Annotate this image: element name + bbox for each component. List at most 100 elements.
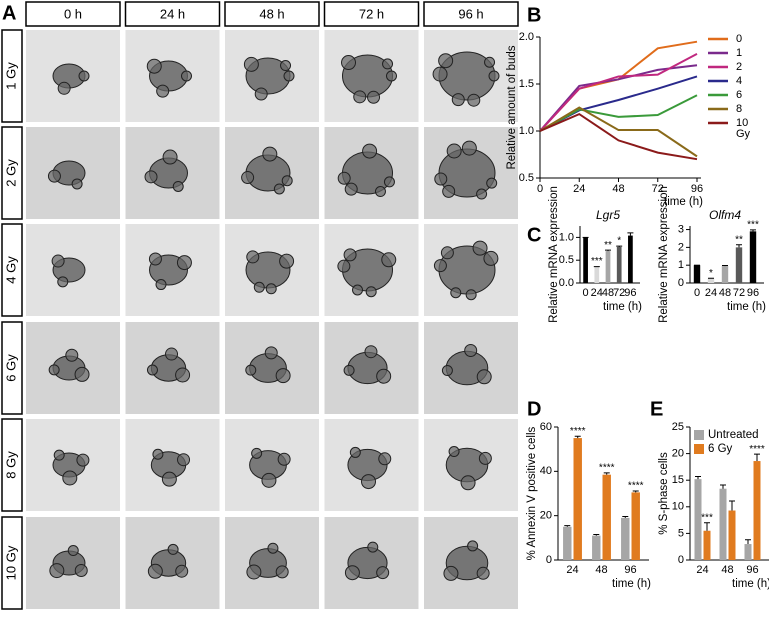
x-tick-label: 0	[694, 287, 700, 299]
organoid-bud	[381, 252, 397, 268]
organoid-bud	[281, 175, 293, 187]
error-bar	[720, 484, 726, 489]
bar	[628, 235, 633, 283]
organoid-bud	[51, 254, 65, 268]
organoid-bud	[181, 70, 192, 82]
bar	[693, 265, 701, 283]
organoid-bud	[57, 276, 69, 288]
organoid-bud	[175, 564, 189, 578]
legend-label: 0	[736, 33, 742, 45]
legend-label: 10	[736, 117, 748, 129]
y-tick-label: 40	[540, 465, 552, 477]
organoid-bud	[71, 178, 83, 190]
organoid-bud	[483, 250, 499, 266]
bar	[563, 526, 572, 560]
y-tick-label: 60	[540, 421, 552, 433]
organoid-bud	[476, 369, 492, 385]
y-tick-label: 10	[672, 501, 684, 513]
organoid-bud	[67, 545, 79, 557]
organoid-bud	[361, 474, 377, 490]
organoid-bud	[349, 446, 361, 458]
legend-label: 4	[736, 75, 742, 87]
y-tick-label: 1.0	[519, 125, 534, 137]
organoid-bud	[488, 70, 500, 82]
organoid-bud	[440, 246, 454, 260]
y-tick-label: 0	[546, 554, 552, 566]
organoid-bud	[448, 446, 460, 458]
x-tick-label: 24	[696, 564, 708, 576]
x-axis-label: time (h)	[732, 578, 769, 590]
error-bar	[750, 229, 756, 232]
organoid-bud	[433, 259, 447, 273]
y-tick-label: 5	[678, 527, 684, 539]
organoid-bud	[161, 471, 177, 487]
column-header-box	[224, 1, 320, 27]
row-label-box	[1, 516, 23, 610]
organoid-bud	[383, 176, 395, 188]
x-tick-label: 96	[747, 287, 759, 299]
x-tick-label: 48	[612, 183, 624, 195]
y-tick-label: 0.0	[559, 277, 574, 289]
bar	[605, 251, 611, 283]
x-tick-label: 96	[624, 287, 636, 299]
organoid-bud	[367, 90, 381, 104]
significance: *	[617, 236, 621, 247]
bar	[719, 488, 727, 560]
x-tick-label: 96	[746, 564, 758, 576]
organoid-bud	[241, 171, 255, 185]
organoid-bud	[262, 146, 278, 162]
organoid-bud	[152, 448, 164, 460]
significance: **	[604, 240, 612, 251]
organoid-bud	[78, 70, 90, 82]
organoid-bud	[486, 177, 498, 189]
y-tick-label: 2	[678, 241, 684, 253]
x-axis-label: time (h)	[603, 301, 642, 313]
bar	[735, 247, 743, 283]
bar	[573, 438, 582, 560]
error-bar	[704, 522, 710, 531]
organoid-bud	[362, 143, 378, 159]
y-tick-label: 2.0	[519, 31, 534, 43]
organoid-bud	[472, 240, 488, 256]
row-label-box	[1, 321, 23, 415]
organoid-bud	[254, 87, 268, 101]
error-bar	[627, 232, 634, 236]
column-header: 48 h	[259, 6, 284, 21]
significance: ****	[628, 481, 644, 492]
column-header: 24 h	[160, 6, 185, 21]
organoid-bud	[53, 449, 65, 461]
bar	[744, 544, 752, 560]
x-tick-label: 72	[652, 183, 664, 195]
organoid-bud	[175, 367, 191, 383]
legend-label: 6 Gy	[708, 443, 733, 455]
organoid-bud	[264, 346, 278, 360]
organoid-bud	[246, 250, 260, 264]
x-tick-label: 0	[537, 183, 543, 195]
organoid-bud	[275, 565, 289, 579]
bar	[749, 231, 757, 283]
organoid-bud	[251, 447, 263, 459]
column-header-box	[124, 1, 221, 27]
organoid-bud	[478, 451, 492, 465]
bar	[703, 530, 711, 560]
organoid-bud	[146, 364, 158, 376]
error-bar	[593, 534, 600, 536]
legend-label: 2	[736, 61, 742, 73]
organoid-bud	[243, 56, 259, 72]
x-tick-label: 24	[705, 287, 717, 299]
y-tick-label: 1	[678, 259, 684, 271]
organoid-bud	[279, 253, 295, 269]
y-tick-label: 3	[678, 223, 684, 235]
organoid-bud	[147, 563, 163, 579]
organoid-bud	[49, 563, 65, 579]
organoid-bud	[438, 53, 454, 69]
x-tick-label: 48	[595, 564, 607, 576]
error-bar	[622, 516, 629, 518]
organoid-bud	[253, 281, 265, 293]
panel-letter: C	[527, 224, 541, 246]
organoid-bud	[484, 56, 496, 68]
significance: ****	[749, 444, 765, 455]
y-tick-label: 25	[672, 421, 684, 433]
organoid-bud	[267, 542, 279, 554]
y-axis-label: Relative mRNA expression	[658, 186, 670, 323]
